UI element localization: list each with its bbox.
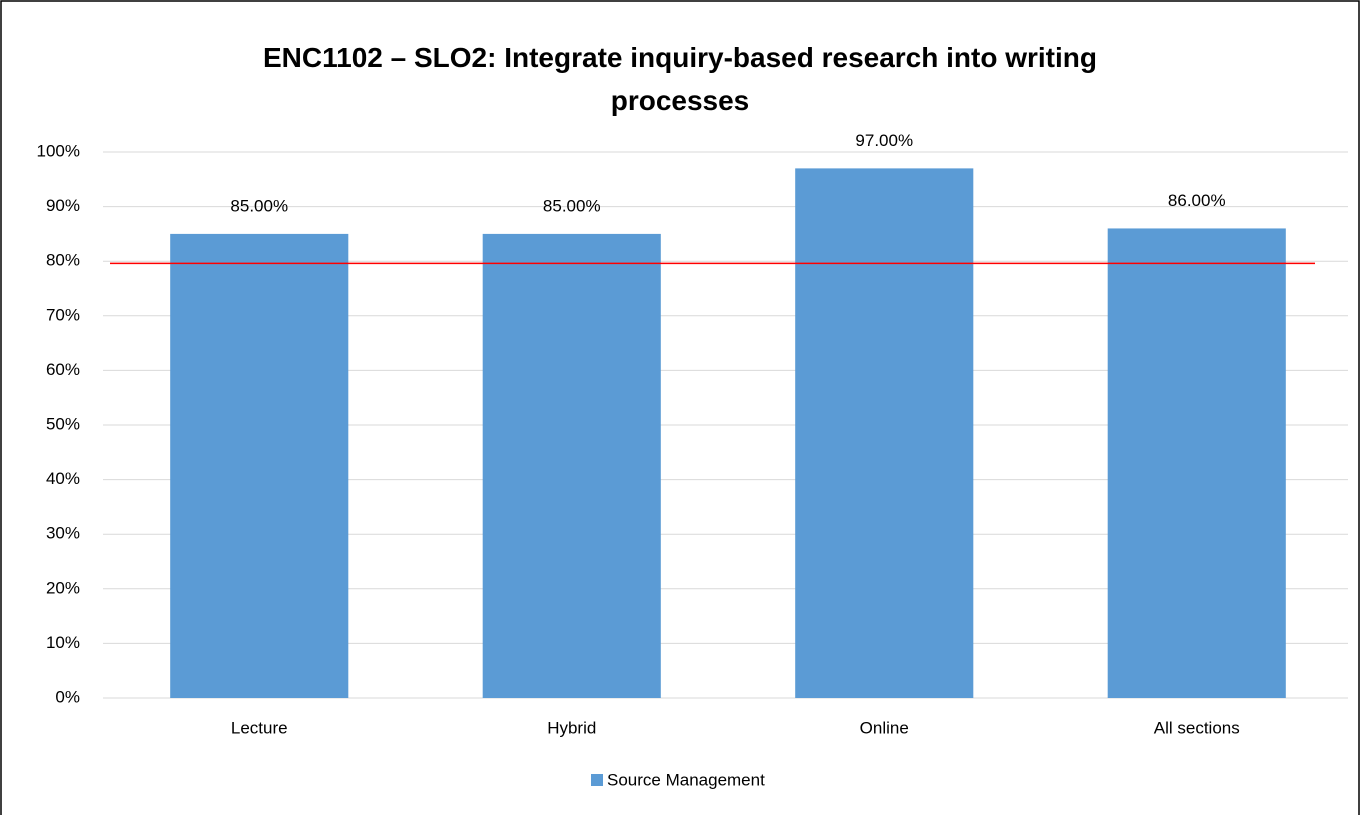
- legend-swatch: [591, 774, 603, 786]
- y-tick-label: 60%: [46, 360, 80, 379]
- y-tick-label: 10%: [46, 633, 80, 652]
- y-tick-label: 50%: [46, 414, 80, 433]
- y-tick-label: 100%: [37, 141, 80, 160]
- y-tick-label: 40%: [46, 469, 80, 488]
- bar: [1107, 228, 1286, 698]
- x-tick-label: Lecture: [231, 718, 288, 737]
- bar: [795, 168, 974, 698]
- chart-title: ENC1102 – SLO2: Integrate inquiry-based …: [262, 42, 1097, 116]
- legend-label: Source Management: [607, 770, 765, 789]
- y-tick-label: 90%: [46, 196, 80, 215]
- value-label: 85.00%: [230, 196, 288, 215]
- y-tick-label: 20%: [46, 578, 80, 597]
- bar: [482, 233, 661, 698]
- y-tick-label: 70%: [46, 305, 80, 324]
- x-tick-label: All sections: [1154, 718, 1240, 737]
- y-tick-label: 0%: [55, 687, 80, 706]
- value-label: 97.00%: [855, 131, 913, 150]
- y-tick-label: 80%: [46, 251, 80, 270]
- value-label: 86.00%: [1168, 191, 1226, 210]
- value-label: 85.00%: [543, 196, 601, 215]
- y-tick-label: 30%: [46, 524, 80, 543]
- x-tick-label: Online: [860, 718, 909, 737]
- bar: [170, 233, 349, 698]
- x-tick-label: Hybrid: [547, 718, 596, 737]
